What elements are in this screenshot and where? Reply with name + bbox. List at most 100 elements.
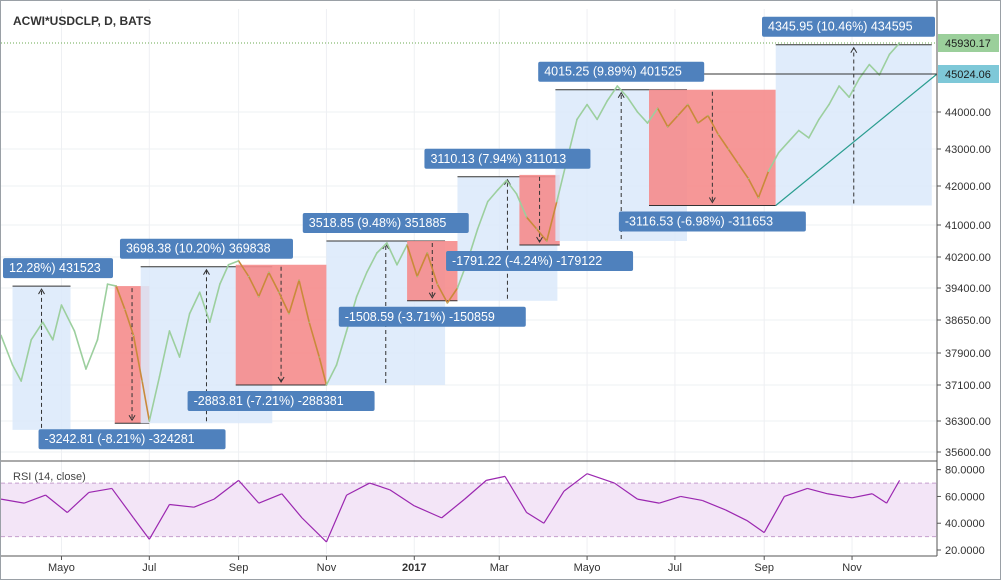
price-point xyxy=(278,291,280,293)
price-line-segment xyxy=(496,179,508,191)
price-line-segment xyxy=(416,252,429,278)
time-tick-label: Nov xyxy=(842,562,862,574)
price-line-segment xyxy=(85,338,99,370)
time-tick-label: 2017 xyxy=(402,562,426,574)
price-point xyxy=(858,78,860,80)
time-tick-label: Jul xyxy=(142,562,156,574)
last-price-tag-text: 45930.17 xyxy=(945,38,991,50)
price-line-segment xyxy=(308,321,321,358)
rsi-line-segment xyxy=(193,498,215,508)
price-point xyxy=(798,129,800,132)
price-line-segment xyxy=(335,330,348,366)
price-line-segment xyxy=(576,103,588,121)
price-point xyxy=(11,364,14,366)
price-line-segment xyxy=(278,291,290,315)
rsi-line-segment xyxy=(132,517,150,540)
price-tick-label: 38650.00 xyxy=(945,315,991,327)
price-point xyxy=(556,201,558,203)
price-line-segment xyxy=(626,96,639,113)
price-point xyxy=(346,330,348,332)
price-line-segment xyxy=(505,179,518,195)
measure-label-bg xyxy=(3,258,113,279)
price-point xyxy=(132,334,135,336)
measure-arrow-head xyxy=(850,46,858,53)
rsi-line-segment xyxy=(504,476,528,513)
rsi-line-segment xyxy=(784,487,808,498)
price-point xyxy=(96,339,99,341)
price-point xyxy=(878,74,881,76)
price-point xyxy=(727,148,729,150)
rsi-line-segment xyxy=(389,489,415,507)
price-line-segment xyxy=(406,244,418,278)
price-line-segment xyxy=(106,283,117,287)
trend-price-tag xyxy=(938,65,999,83)
time-tick-label: Mayo xyxy=(48,562,75,574)
rsi-line-segment xyxy=(238,479,260,504)
price-line-segment xyxy=(717,133,730,150)
price-point xyxy=(258,295,260,298)
price-point xyxy=(60,304,63,306)
price-line-segment xyxy=(878,53,891,76)
price-line-segment xyxy=(318,356,328,386)
rsi-line-segment xyxy=(680,495,703,502)
price-point xyxy=(219,283,221,285)
price-line-segment xyxy=(436,283,449,304)
price-point xyxy=(52,339,54,341)
price-line-segment xyxy=(268,271,280,294)
price-line-segment xyxy=(96,283,109,341)
rsi-line-segment xyxy=(169,503,195,508)
measure-label-bg xyxy=(446,251,634,271)
price-tick-label: 39400.00 xyxy=(945,283,991,295)
measure-label-bg xyxy=(762,16,935,37)
rsi-line-segment xyxy=(258,493,283,504)
price-point xyxy=(636,111,639,113)
price-point xyxy=(426,252,428,254)
price-line-segment xyxy=(676,103,689,117)
price-line-segment xyxy=(227,260,240,266)
rsi-line-segment xyxy=(66,491,90,513)
price-point xyxy=(687,103,689,106)
last-price-tag xyxy=(938,34,999,52)
measure-label-bg xyxy=(38,429,226,450)
price-point xyxy=(546,240,548,242)
price-line-segment xyxy=(656,107,669,128)
price-point xyxy=(209,321,211,323)
price-axis-bg xyxy=(937,1,1000,579)
measure-label: 12.28%) 431523 xyxy=(9,261,101,275)
price-line-segment xyxy=(168,330,181,358)
price-point xyxy=(868,63,870,66)
price-point xyxy=(168,330,171,332)
measure-label-bg xyxy=(538,61,705,82)
price-point xyxy=(376,252,378,254)
rsi-line-segment xyxy=(827,493,853,499)
rsi-line-segment xyxy=(526,512,545,524)
price-line-segment xyxy=(687,103,699,124)
measure-label: 3698.38 (10.20%) 369838 xyxy=(126,242,271,256)
price-line-segment xyxy=(148,376,161,422)
measure-label-bg xyxy=(119,238,293,259)
price-point xyxy=(626,96,629,98)
rsi-tick-label: 40.0000 xyxy=(945,518,985,530)
price-line-segment xyxy=(545,200,558,242)
price-line-segment xyxy=(188,291,201,315)
price-tick-label: 37900.00 xyxy=(945,348,991,360)
rsi-line-segment xyxy=(325,494,348,543)
price-point xyxy=(178,356,181,358)
measure-labels: 12.28%) 431523 -3242.81 (-8.21%) -324281 3… xyxy=(3,16,935,450)
price-line-segment xyxy=(586,103,598,121)
price-line-segment xyxy=(396,244,408,266)
time-tick-label: Sep xyxy=(754,562,774,574)
rsi-tick-label: 80.0000 xyxy=(945,465,985,477)
price-line-segment xyxy=(707,114,719,135)
rsi-line-segment xyxy=(586,473,615,484)
rsi-line-segment xyxy=(213,479,239,500)
price-tick-label: 43000.00 xyxy=(945,144,991,156)
price-line-segment xyxy=(446,287,459,304)
rsi-line-segment xyxy=(725,509,748,522)
price-point xyxy=(536,228,538,230)
price-line-segment xyxy=(848,77,861,98)
price-line-segment xyxy=(828,85,840,106)
price-line-segment xyxy=(247,275,260,298)
